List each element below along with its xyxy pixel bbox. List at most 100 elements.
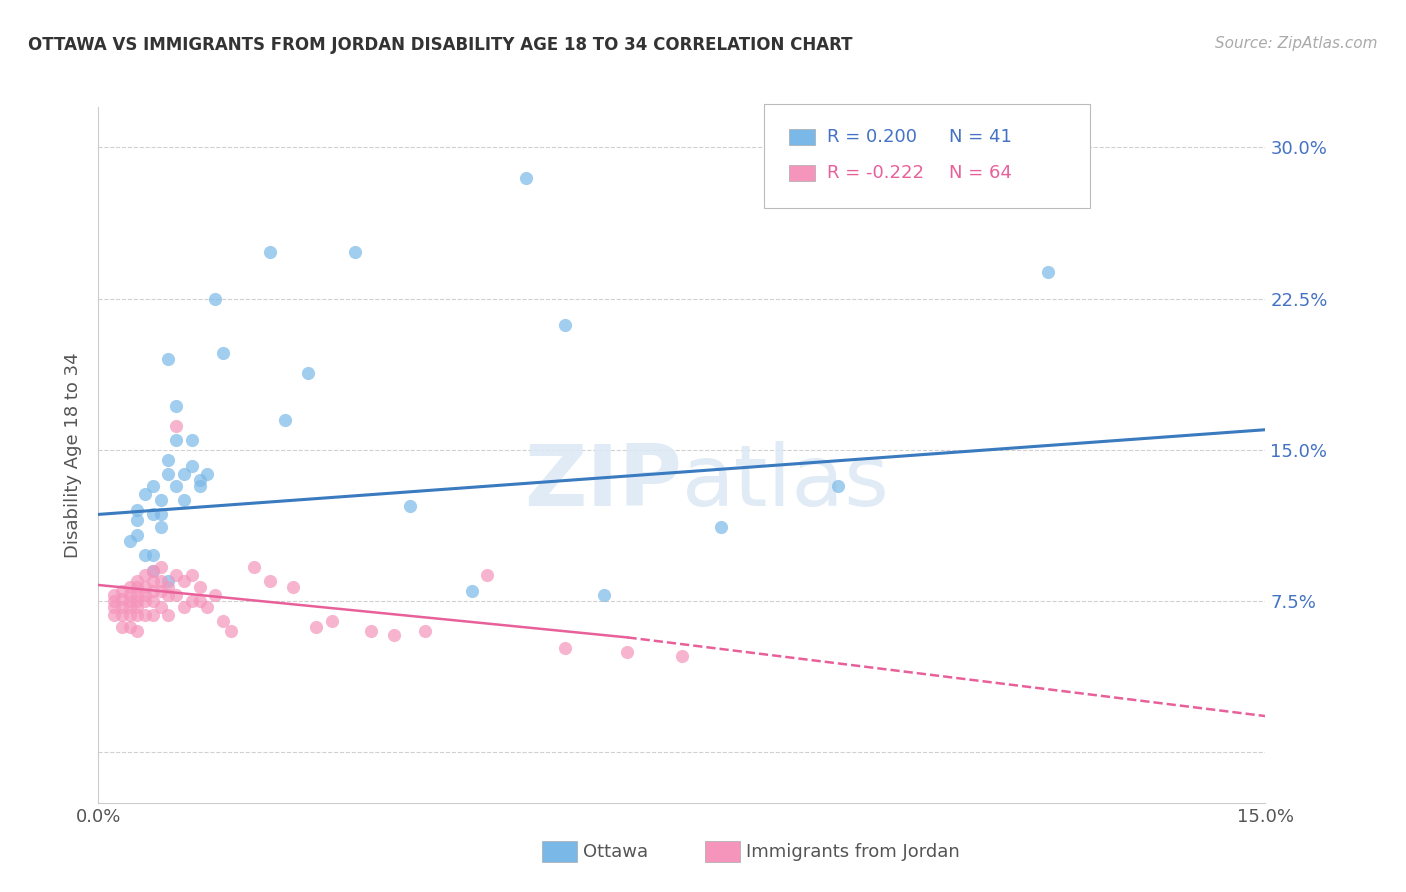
Point [111,584,134,599]
Point [134,580,156,594]
Point [103,588,125,602]
Point [259,574,281,588]
Point [382,628,405,642]
Point [173,467,195,481]
Point [554,318,576,332]
Point [142,548,165,562]
Point [134,487,156,501]
Point [243,559,266,574]
Point [134,568,156,582]
Point [127,574,149,588]
Point [413,624,436,639]
Point [1036,265,1059,279]
Point [134,594,156,608]
Point [127,503,149,517]
Point [142,508,165,522]
Point [212,346,235,360]
Point [157,453,180,467]
Point [127,513,149,527]
Point [274,412,297,426]
Point [157,467,180,481]
Point [111,620,134,634]
Point [142,574,165,588]
Point [297,366,319,380]
Point [165,588,187,602]
Text: R = -0.222: R = -0.222 [827,164,924,182]
Point [118,594,141,608]
Text: ZIP: ZIP [524,442,682,524]
Point [127,608,149,623]
Point [118,533,141,548]
Point [195,467,218,481]
Point [149,574,172,588]
Point [710,519,733,533]
Point [180,594,202,608]
Point [111,600,134,615]
Point [219,624,242,639]
Point [142,564,165,578]
Point [157,574,180,588]
Point [103,608,125,623]
Text: Immigrants from Jordan: Immigrants from Jordan [747,843,960,861]
Point [118,600,141,615]
Point [118,588,141,602]
Text: R = 0.200: R = 0.200 [827,128,917,146]
Point [142,479,165,493]
Point [127,527,149,541]
Point [149,508,172,522]
Point [173,493,195,508]
Point [344,245,367,260]
Point [149,559,172,574]
Point [515,170,537,185]
Point [212,615,235,629]
Point [134,608,156,623]
Point [142,584,165,599]
Point [142,608,165,623]
Point [188,473,211,487]
Text: atlas: atlas [682,442,890,524]
Point [149,600,172,615]
Text: Ottawa: Ottawa [582,843,648,861]
Point [134,588,156,602]
Point [142,564,165,578]
FancyBboxPatch shape [763,103,1091,208]
Point [554,640,576,655]
Point [165,568,187,582]
Point [321,615,343,629]
FancyBboxPatch shape [789,129,815,145]
Point [157,608,180,623]
Point [165,399,187,413]
Point [165,479,187,493]
Y-axis label: Disability Age 18 to 34: Disability Age 18 to 34 [65,352,83,558]
Point [103,594,125,608]
Point [195,600,218,615]
Point [127,624,149,639]
Point [173,574,195,588]
Point [180,433,202,447]
Point [165,418,187,433]
Point [477,568,499,582]
Point [180,568,202,582]
Point [127,594,149,608]
FancyBboxPatch shape [706,841,741,862]
Point [461,584,484,599]
Point [398,500,420,514]
Point [180,458,202,473]
Point [149,519,172,533]
Point [827,479,849,493]
Point [188,479,211,493]
FancyBboxPatch shape [789,166,815,181]
Point [157,352,180,367]
Point [165,433,187,447]
Point [118,580,141,594]
Point [118,620,141,634]
Point [204,588,226,602]
Point [111,592,134,607]
Point [593,588,616,602]
Point [149,493,172,508]
Point [134,548,156,562]
Point [118,608,141,623]
FancyBboxPatch shape [541,841,576,862]
Point [103,600,125,615]
Text: N = 64: N = 64 [949,164,1012,182]
